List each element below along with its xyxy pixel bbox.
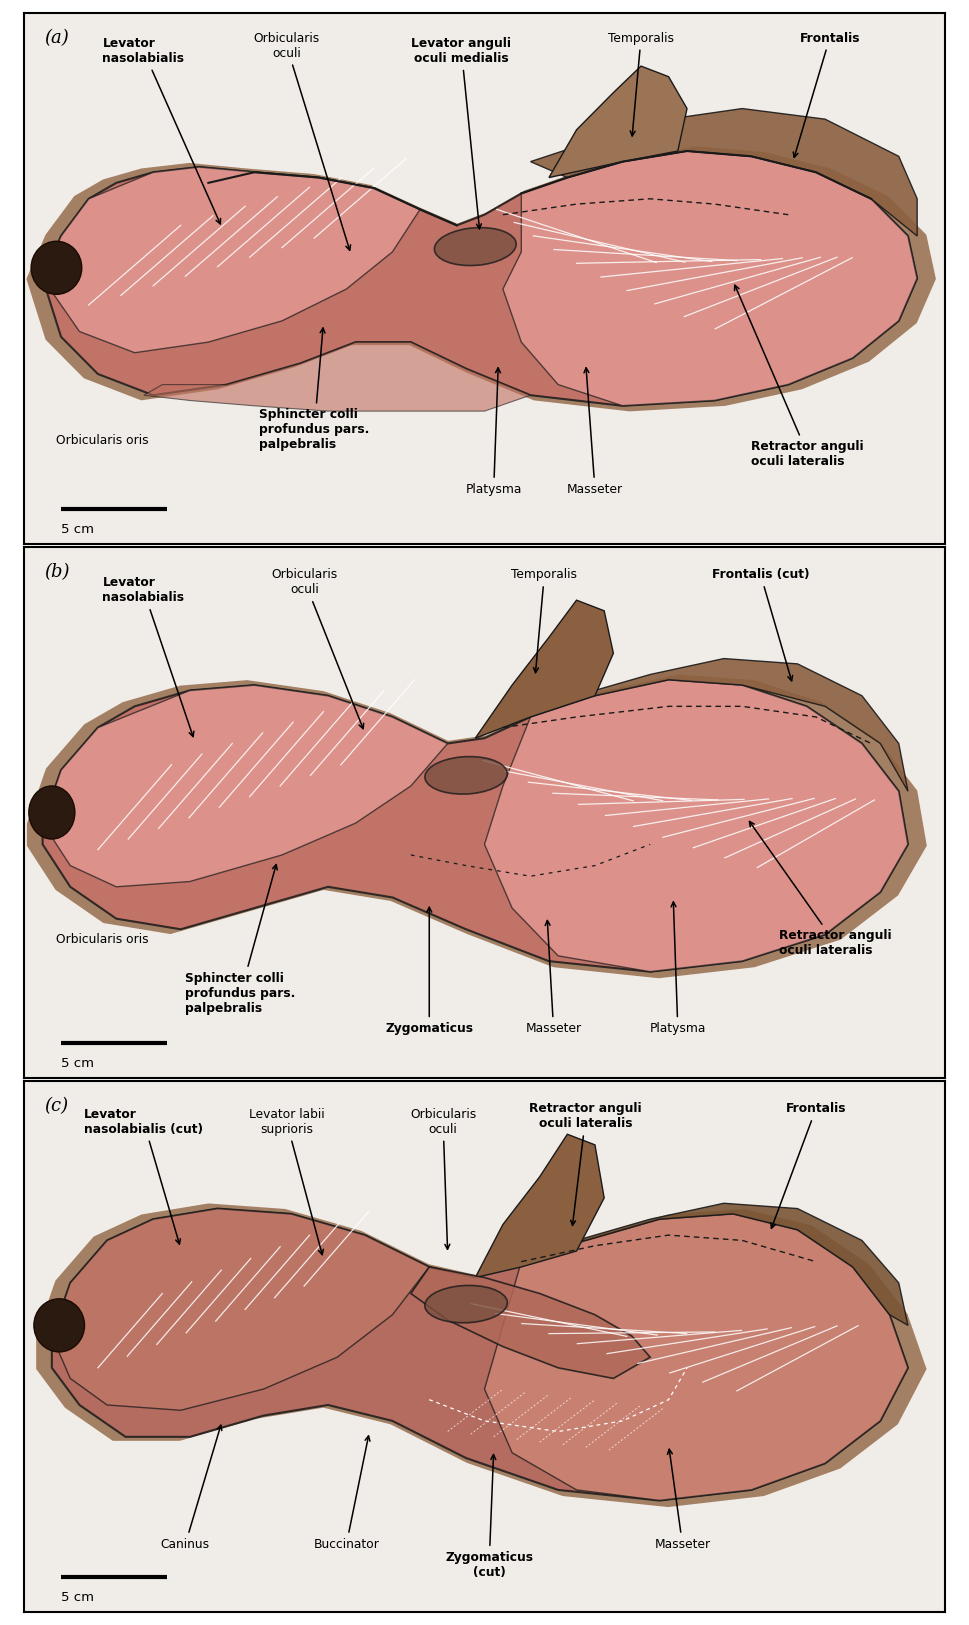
Text: Temporalis: Temporalis (608, 31, 674, 136)
Polygon shape (36, 1204, 926, 1506)
Polygon shape (411, 1268, 650, 1378)
Text: Frontalis: Frontalis (771, 1102, 846, 1228)
Text: Levator anguli
oculi medialis: Levator anguli oculi medialis (412, 37, 512, 229)
Text: Levator
nasolabialis (cut): Levator nasolabialis (cut) (84, 1108, 203, 1245)
Polygon shape (43, 686, 448, 887)
Text: Levator
nasolabialis: Levator nasolabialis (103, 577, 194, 736)
Text: Orbicularis oris: Orbicularis oris (56, 434, 149, 447)
Text: Orbicularis
oculi: Orbicularis oculi (272, 569, 363, 728)
Text: Levator
nasolabialis: Levator nasolabialis (103, 37, 221, 224)
Polygon shape (27, 674, 926, 978)
Text: Retractor anguli
oculi lateralis: Retractor anguli oculi lateralis (529, 1102, 642, 1225)
Polygon shape (43, 679, 908, 972)
Ellipse shape (424, 1285, 508, 1323)
Text: (b): (b) (45, 562, 70, 582)
Text: Orbicularis oris: Orbicularis oris (56, 933, 149, 946)
Text: Sphincter colli
profundus pars.
palpebralis: Sphincter colli profundus pars. palpebra… (185, 864, 296, 1014)
Polygon shape (503, 151, 917, 406)
Text: Orbicularis
oculi: Orbicularis oculi (254, 31, 351, 250)
Text: Masseter: Masseter (567, 367, 623, 496)
Polygon shape (475, 600, 613, 738)
Polygon shape (51, 1209, 908, 1500)
Text: (c): (c) (45, 1097, 69, 1115)
Text: Platysma: Platysma (649, 902, 706, 1035)
Polygon shape (143, 343, 531, 411)
Ellipse shape (34, 1298, 84, 1352)
Text: Orbicularis
oculi: Orbicularis oculi (410, 1108, 476, 1250)
Polygon shape (51, 1209, 429, 1410)
Text: Frontalis: Frontalis (794, 31, 860, 158)
Text: Zygomaticus
(cut): Zygomaticus (cut) (445, 1454, 533, 1580)
Text: Levator labii
suprioris: Levator labii suprioris (249, 1108, 325, 1254)
Text: Buccinator: Buccinator (314, 1436, 379, 1550)
Text: 5 cm: 5 cm (61, 1056, 94, 1069)
Text: Masseter: Masseter (525, 920, 581, 1035)
Polygon shape (475, 1134, 605, 1277)
Text: Zygomaticus: Zygomaticus (386, 907, 473, 1035)
Ellipse shape (425, 757, 507, 795)
Polygon shape (26, 146, 936, 411)
Text: (a): (a) (45, 29, 69, 47)
Text: Sphincter colli
profundus pars.
palpebralis: Sphincter colli profundus pars. palpebra… (259, 328, 369, 452)
Text: Retractor anguli
oculi lateralis: Retractor anguli oculi lateralis (749, 822, 891, 957)
Text: Platysma: Platysma (465, 367, 522, 496)
Ellipse shape (29, 786, 75, 838)
Polygon shape (484, 679, 908, 972)
Text: Temporalis: Temporalis (512, 569, 578, 673)
Polygon shape (43, 167, 421, 353)
Polygon shape (577, 1202, 908, 1326)
Ellipse shape (31, 240, 81, 294)
Ellipse shape (434, 228, 516, 265)
Text: Masseter: Masseter (654, 1450, 710, 1550)
Text: 5 cm: 5 cm (61, 1591, 94, 1604)
Text: Frontalis (cut): Frontalis (cut) (712, 569, 809, 681)
Polygon shape (43, 151, 917, 406)
Text: Retractor anguli
oculi lateralis: Retractor anguli oculi lateralis (735, 286, 864, 468)
Polygon shape (484, 1214, 908, 1500)
Polygon shape (548, 67, 687, 177)
Text: 5 cm: 5 cm (61, 523, 94, 536)
Polygon shape (531, 109, 917, 236)
Polygon shape (577, 658, 908, 791)
Text: Caninus: Caninus (161, 1425, 222, 1550)
